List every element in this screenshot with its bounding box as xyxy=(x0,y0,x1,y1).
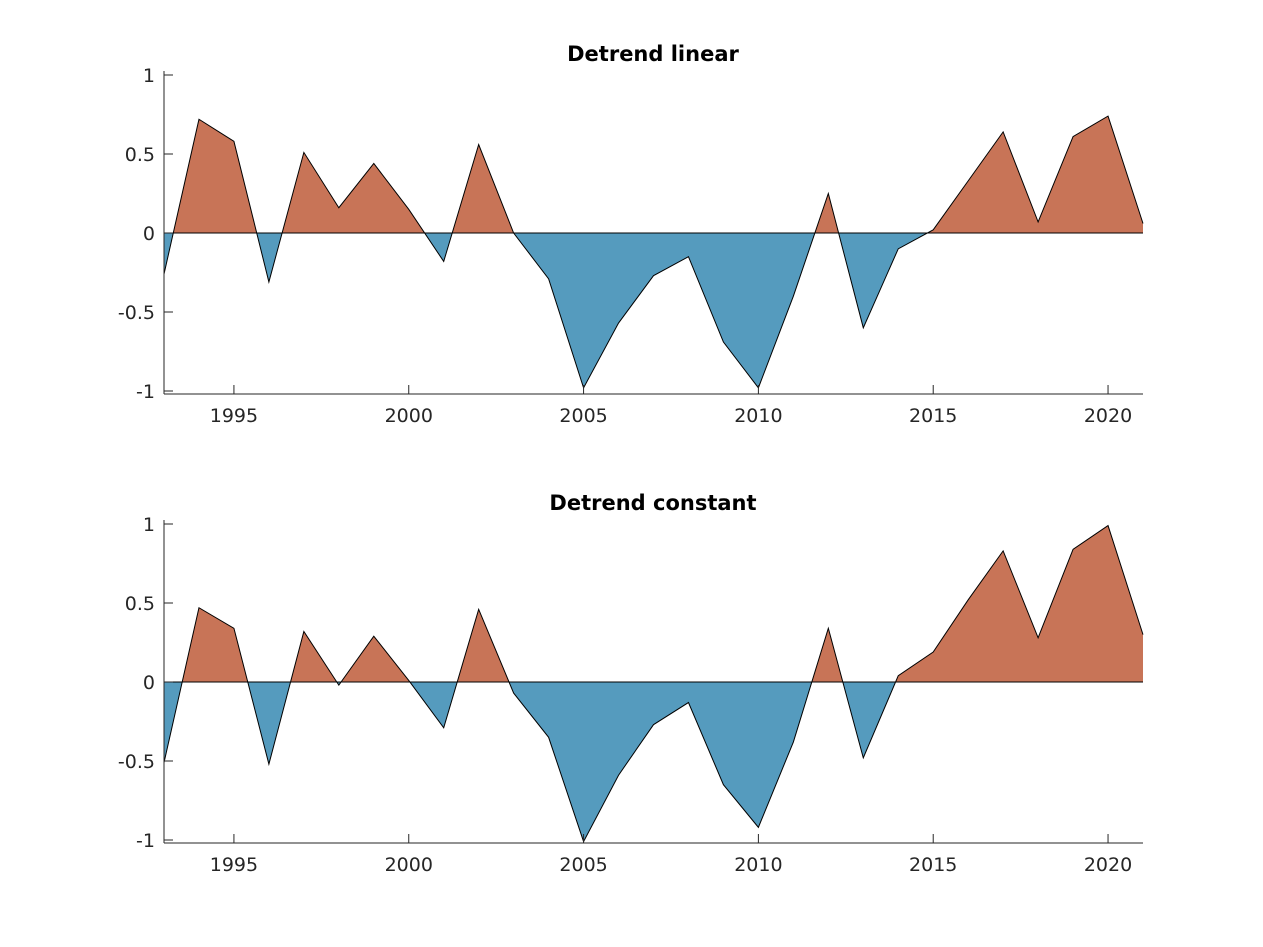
x-tick-label: 2020 xyxy=(1084,854,1132,876)
area-fills xyxy=(164,525,1143,842)
series-outline xyxy=(163,115,1144,390)
positive-area-3 xyxy=(290,631,337,682)
axes: -1 -0.5 0 0.5 1 1995 2000 2005 2010 2015 2020 xyxy=(118,65,1143,427)
subplot-detrend-constant: Detrend constant -1 -0.5 0 0.5 1 1995 2000 2005… xyxy=(118,491,1144,876)
negative-area-2 xyxy=(247,682,291,765)
y-tick-label: 0.5 xyxy=(125,144,155,166)
positive-area-7 xyxy=(814,193,839,233)
y-tick-label: 0 xyxy=(143,672,155,694)
x-tick-label: 2015 xyxy=(909,854,957,876)
y-tick-label: 0.5 xyxy=(125,593,155,615)
positive-area-1 xyxy=(173,119,257,233)
x-tick-label: 2000 xyxy=(385,854,433,876)
x-tick-label: 2010 xyxy=(734,405,782,427)
subplot-detrend-linear: Detrend linear -1 -0.5 0 0.5 1 1995 2000 2005 20… xyxy=(118,42,1144,427)
y-tick-label: -1 xyxy=(136,381,155,403)
y-tick-label: -1 xyxy=(136,830,155,852)
positive-area-1 xyxy=(182,607,248,682)
area-fills xyxy=(164,116,1143,388)
positive-area-3 xyxy=(282,152,425,233)
chart-title: Detrend constant xyxy=(549,491,756,515)
positive-area-5 xyxy=(452,144,514,233)
y-tick-label: 1 xyxy=(143,65,155,87)
y-tick-label: 1 xyxy=(143,514,155,536)
x-tick-label: 2020 xyxy=(1084,405,1132,427)
negative-area-8 xyxy=(838,233,928,328)
y-tick-label: 0 xyxy=(143,223,155,245)
x-tick-label: 2005 xyxy=(559,405,607,427)
positive-area-5 xyxy=(341,636,410,682)
negative-area-6 xyxy=(409,682,458,728)
series-outline xyxy=(163,524,1144,843)
x-tick-label: 2000 xyxy=(385,405,433,427)
y-tick-label: -0.5 xyxy=(118,302,155,324)
y-tick-label: -0.5 xyxy=(118,751,155,773)
negative-area-10 xyxy=(842,682,896,758)
positive-area-9 xyxy=(927,116,1143,233)
chart-title: Detrend linear xyxy=(567,42,739,66)
x-tick-label: 1995 xyxy=(210,854,258,876)
x-tick-label: 1995 xyxy=(210,405,258,427)
positive-area-11 xyxy=(895,525,1143,682)
x-tick-label: 2010 xyxy=(734,854,782,876)
positive-area-9 xyxy=(811,628,843,682)
positive-area-7 xyxy=(457,609,510,682)
negative-area-6 xyxy=(513,233,815,388)
negative-area-2 xyxy=(256,233,283,282)
negative-area-8 xyxy=(509,682,812,842)
x-tick-label: 2015 xyxy=(909,405,957,427)
axes: -1 -0.5 0 0.5 1 1995 2000 2005 2010 2015 2020 xyxy=(118,514,1143,876)
x-tick-label: 2005 xyxy=(559,854,607,876)
